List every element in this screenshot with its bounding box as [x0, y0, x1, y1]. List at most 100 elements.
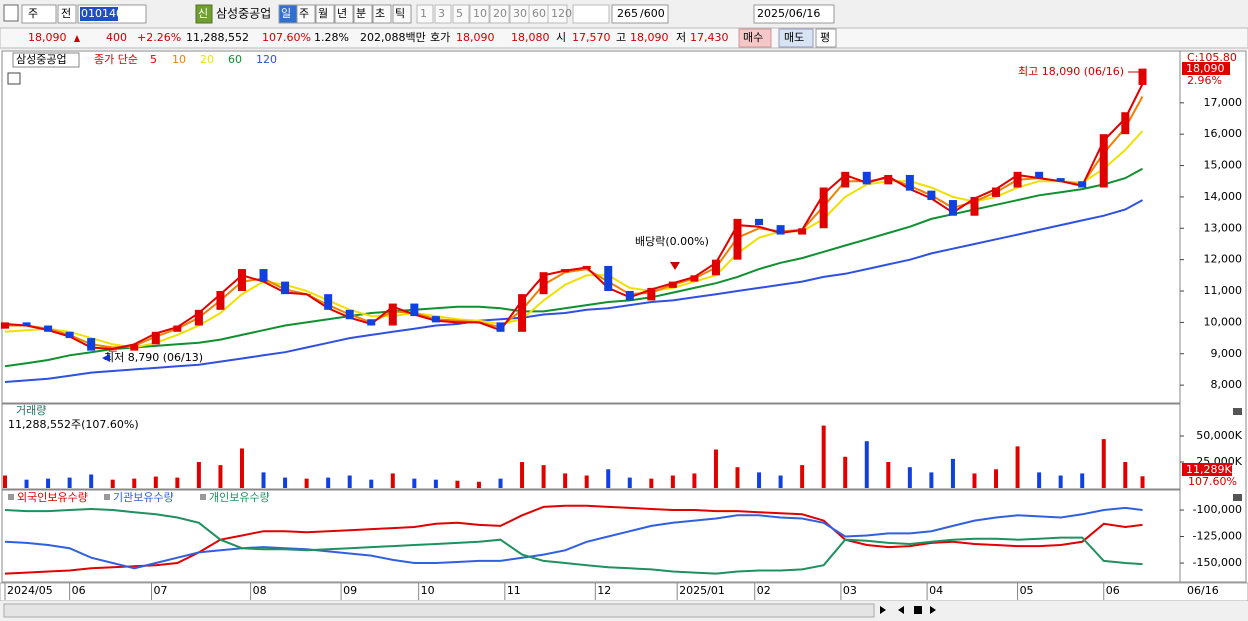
scroll-left[interactable] — [898, 606, 904, 614]
count-input[interactable] — [611, 4, 669, 24]
legend-entry: 120 — [256, 53, 277, 66]
interval-button[interactable] — [372, 4, 392, 24]
date: 2025/06/16 — [757, 7, 820, 20]
candle — [905, 174, 914, 191]
legend-swatch — [8, 494, 14, 500]
candle — [431, 316, 440, 323]
volume-bar — [196, 461, 201, 488]
legend-entry: 10 — [172, 53, 186, 66]
stop-button[interactable] — [914, 606, 922, 614]
info-volume: 11,288,552 — [186, 31, 249, 44]
code-text: 010140 — [81, 7, 123, 20]
volume-bar — [713, 449, 718, 488]
table-icon[interactable] — [7, 72, 21, 85]
x-tick-label: 06 — [1106, 584, 1120, 597]
info-turnover: 1.28% — [314, 31, 349, 44]
candle — [604, 265, 613, 292]
volume-bar — [326, 477, 331, 488]
minute-button[interactable] — [416, 4, 434, 24]
interval-label: 분 — [356, 7, 366, 20]
legend-entry: 5 — [150, 53, 157, 66]
date-input[interactable] — [753, 4, 835, 24]
new-badge[interactable] — [195, 4, 213, 24]
eval-button[interactable] — [815, 28, 837, 48]
scroll-right[interactable] — [880, 606, 886, 614]
scroll-track[interactable] — [3, 603, 875, 618]
selector[interactable] — [57, 4, 77, 24]
volume-bar — [907, 467, 912, 488]
selector[interactable] — [21, 4, 57, 24]
candle — [1121, 112, 1130, 135]
volume-bar — [283, 477, 288, 488]
x-tick-label: 02 — [757, 584, 771, 597]
pane-close[interactable] — [1233, 408, 1242, 415]
interval-button[interactable] — [296, 4, 316, 24]
volume-bar — [1080, 473, 1085, 488]
volume-bar — [369, 479, 374, 488]
volume-bar — [584, 475, 589, 488]
dividend-annotation: 배당락(0.00%) — [635, 235, 709, 248]
interval-label: 년 — [337, 7, 347, 20]
interval-button[interactable] — [334, 4, 354, 24]
volume-bar — [1123, 461, 1128, 488]
interval-button[interactable] — [315, 4, 335, 24]
minute-button[interactable] — [452, 4, 470, 24]
info-bg — [0, 27, 1248, 49]
legend-entry: 개인보유수량 — [209, 491, 270, 504]
sell-button[interactable] — [778, 28, 814, 48]
volume-bar — [821, 425, 826, 488]
up-arrow — [74, 35, 80, 42]
candle — [108, 350, 117, 352]
candle — [1013, 171, 1022, 188]
y-tick-label: 14,000 — [1204, 190, 1243, 203]
x-tick-label: 07 — [154, 584, 168, 597]
ma-line — [4, 130, 1144, 349]
candle — [388, 303, 397, 326]
candle — [927, 190, 936, 201]
volume-bar — [304, 478, 309, 488]
volume-bar — [627, 477, 632, 488]
y-tick-label: 10,000 — [1204, 315, 1243, 328]
scroll-buttons[interactable] — [880, 606, 936, 614]
y-tick-label: 9,000 — [1211, 347, 1243, 360]
candle — [474, 322, 483, 324]
volume-bar — [886, 461, 891, 488]
pane-close[interactable] — [1233, 494, 1242, 501]
volume-bar — [89, 474, 94, 488]
minute-button[interactable] — [547, 4, 568, 24]
y-tick-label: 50,000K — [1196, 429, 1242, 442]
minute-button[interactable] — [434, 4, 452, 24]
price-box — [1182, 62, 1230, 75]
volume-bar — [843, 456, 848, 488]
interval-label: 주 — [299, 7, 309, 20]
volume-bar — [1037, 472, 1042, 488]
minute-button[interactable] — [469, 4, 490, 24]
ma-label: 종가 단순 — [94, 53, 138, 66]
x-tick-label: 11 — [507, 584, 521, 597]
ma-line — [4, 199, 1143, 383]
interval-button[interactable] — [353, 4, 373, 24]
dropdown[interactable] — [572, 4, 610, 24]
minute-button[interactable] — [489, 4, 510, 24]
volume-bar — [692, 473, 697, 488]
volume-bar — [541, 465, 546, 488]
volume-bar — [67, 477, 72, 488]
play-button[interactable] — [930, 606, 936, 614]
pane-subtitle: 11,288,552주(107.60%) — [8, 418, 139, 431]
y-tick-label: 15,000 — [1204, 159, 1243, 172]
window-icon[interactable] — [3, 4, 19, 22]
info-volume_ratio: 107.60% — [262, 31, 311, 44]
y-tick-label: 17,000 — [1204, 96, 1243, 109]
buy-label: 매수 — [743, 31, 763, 44]
info-open_label: 시 — [556, 31, 566, 44]
sell-label: 매도 — [784, 31, 804, 44]
interval-button[interactable] — [392, 4, 412, 24]
volume-bar — [606, 469, 611, 488]
interval-label: 초 — [375, 7, 385, 20]
buy-button[interactable] — [738, 28, 772, 48]
stock-name: 삼성중공업 — [216, 7, 271, 21]
volume-bar — [1058, 475, 1063, 488]
candle — [711, 259, 720, 276]
volume-bar — [563, 473, 568, 488]
minute-label: 30 — [513, 7, 527, 20]
